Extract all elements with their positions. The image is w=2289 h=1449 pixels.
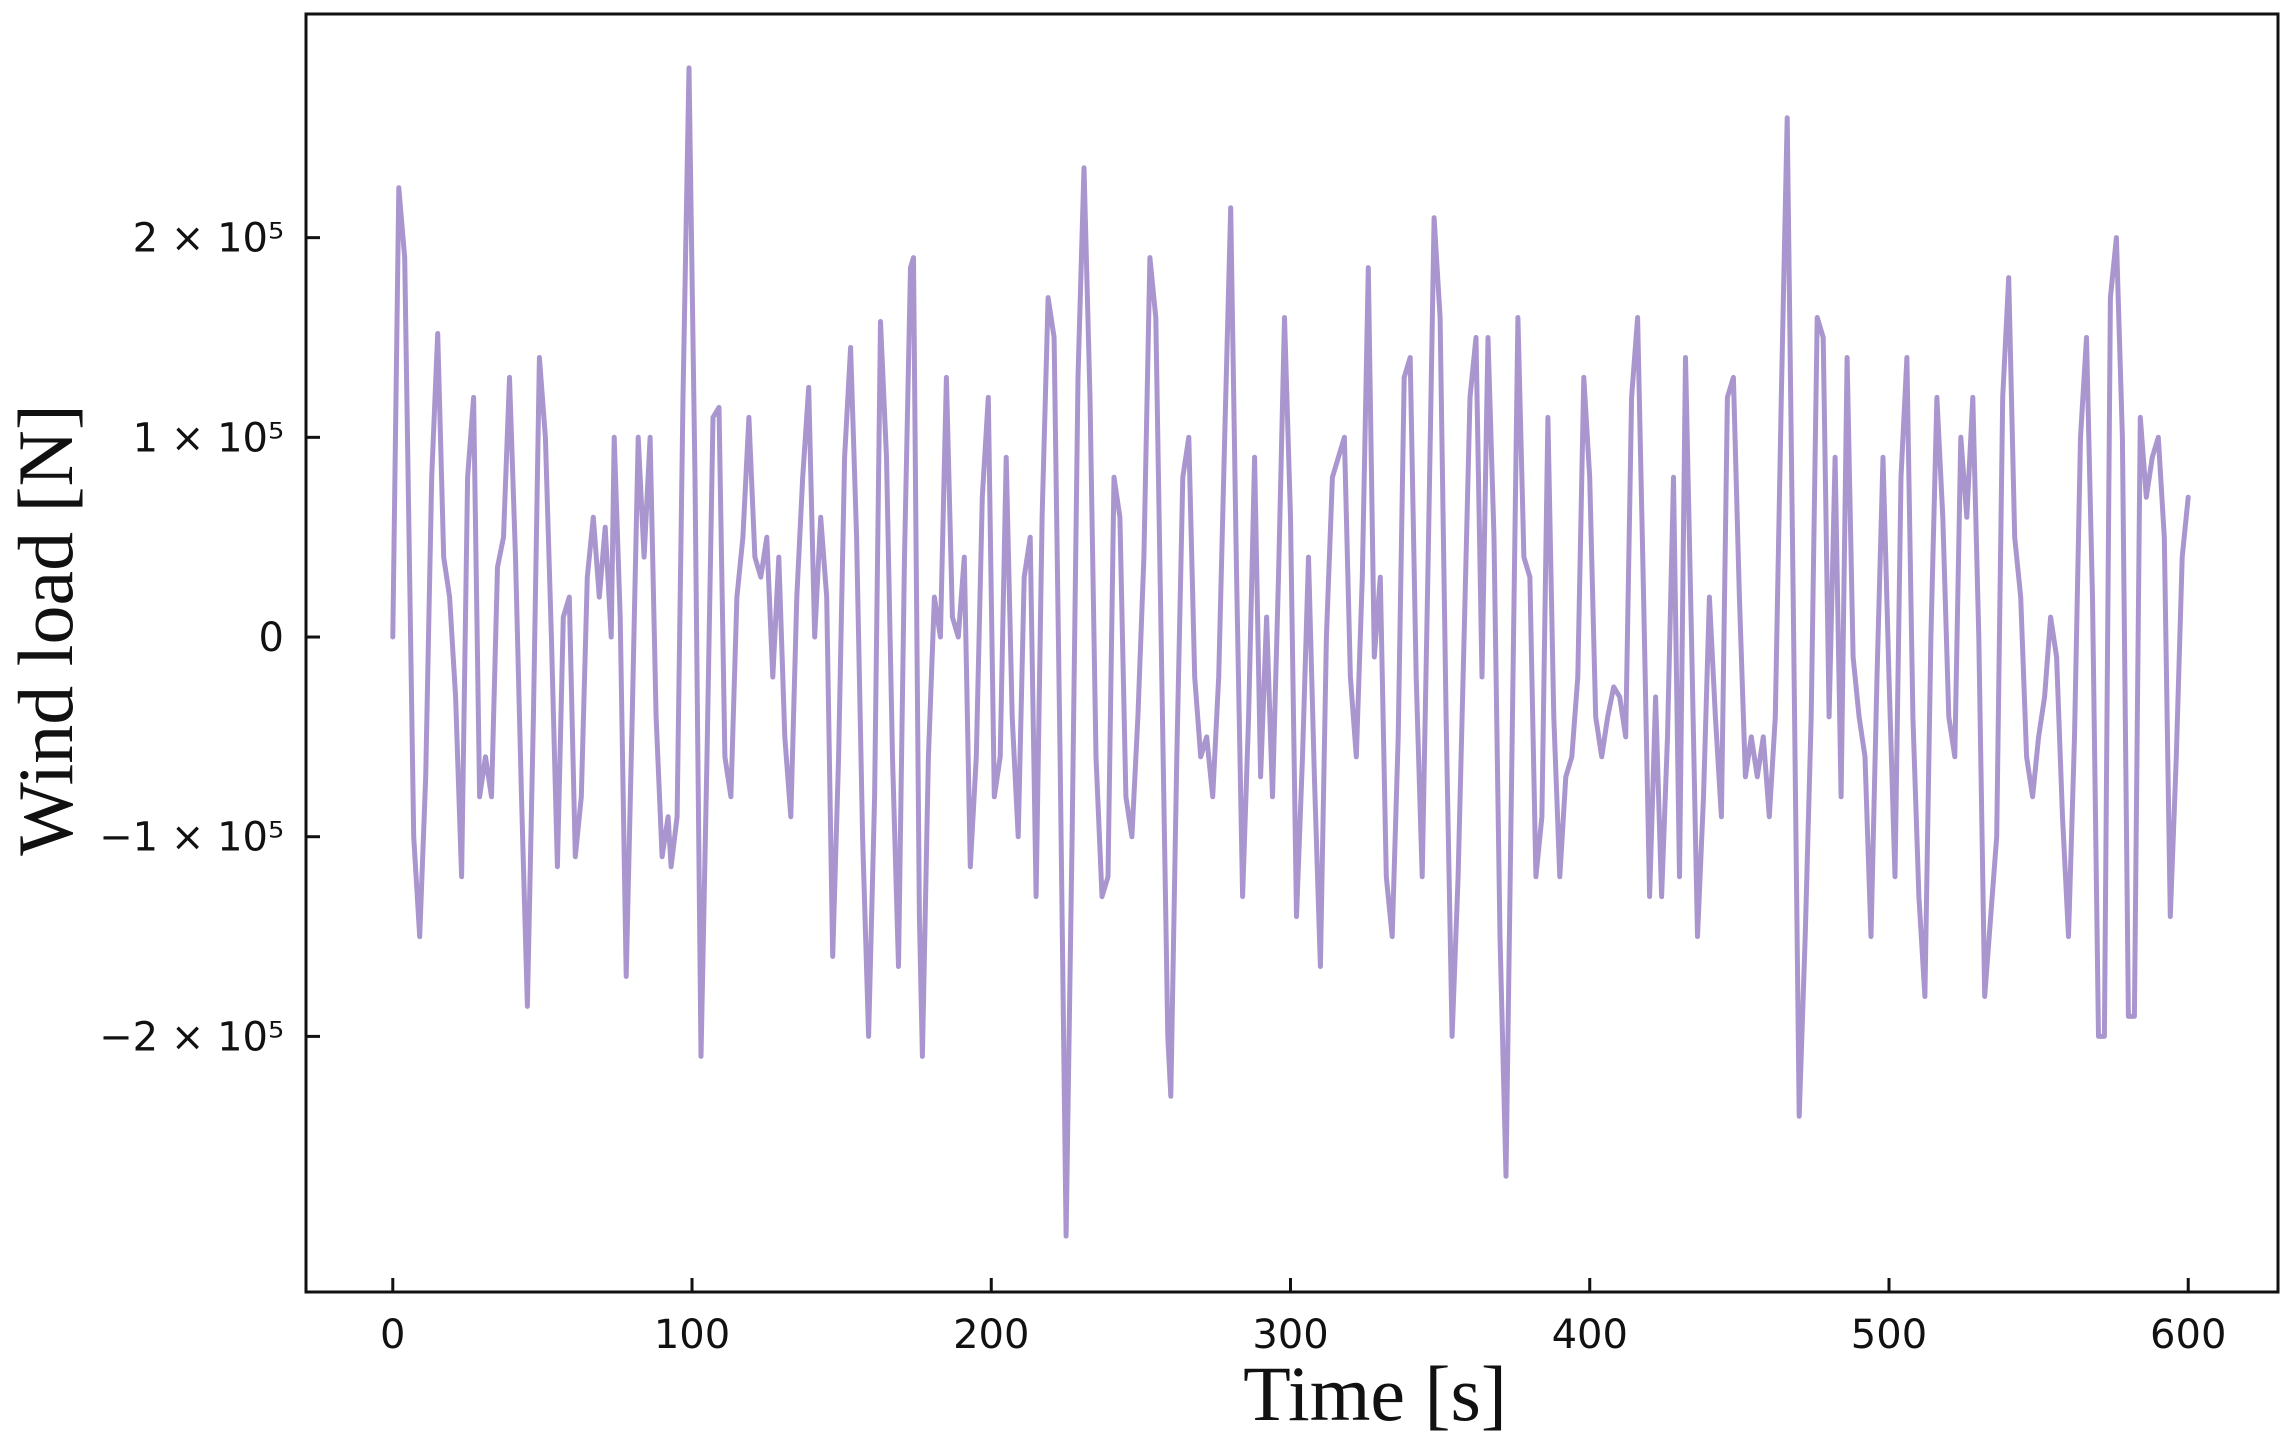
x-tick-label: 300 <box>1252 1312 1328 1358</box>
tick-layer: 0 100 200 300 400 500 600 2 × 10⁵ 1 × 10⁵ 0 −1 × 1… <box>99 216 2226 1358</box>
y-tick-label: −1 × 10⁵ <box>99 815 284 861</box>
x-axis-title: Time [s] <box>1243 1350 1507 1437</box>
series-layer <box>390 65 2191 1239</box>
x-tick-label: 600 <box>2150 1312 2226 1358</box>
y-tick-label: 0 <box>259 615 284 661</box>
x-tick-label: 0 <box>380 1312 405 1358</box>
y-tick-label: 1 × 10⁵ <box>133 415 284 461</box>
x-tick-label: 400 <box>1552 1312 1628 1358</box>
x-tick-label: 200 <box>953 1312 1029 1358</box>
y-tick-label: −2 × 10⁵ <box>99 1014 284 1060</box>
x-tick-label: 500 <box>1851 1312 1927 1358</box>
x-tick-label: 100 <box>654 1312 730 1358</box>
y-axis-title: Wind load [N] <box>2 404 89 856</box>
plot-frame <box>304 12 2280 1294</box>
y-tick-label: 2 × 10⁵ <box>133 216 284 262</box>
wind-load-series-line <box>390 65 2191 1239</box>
